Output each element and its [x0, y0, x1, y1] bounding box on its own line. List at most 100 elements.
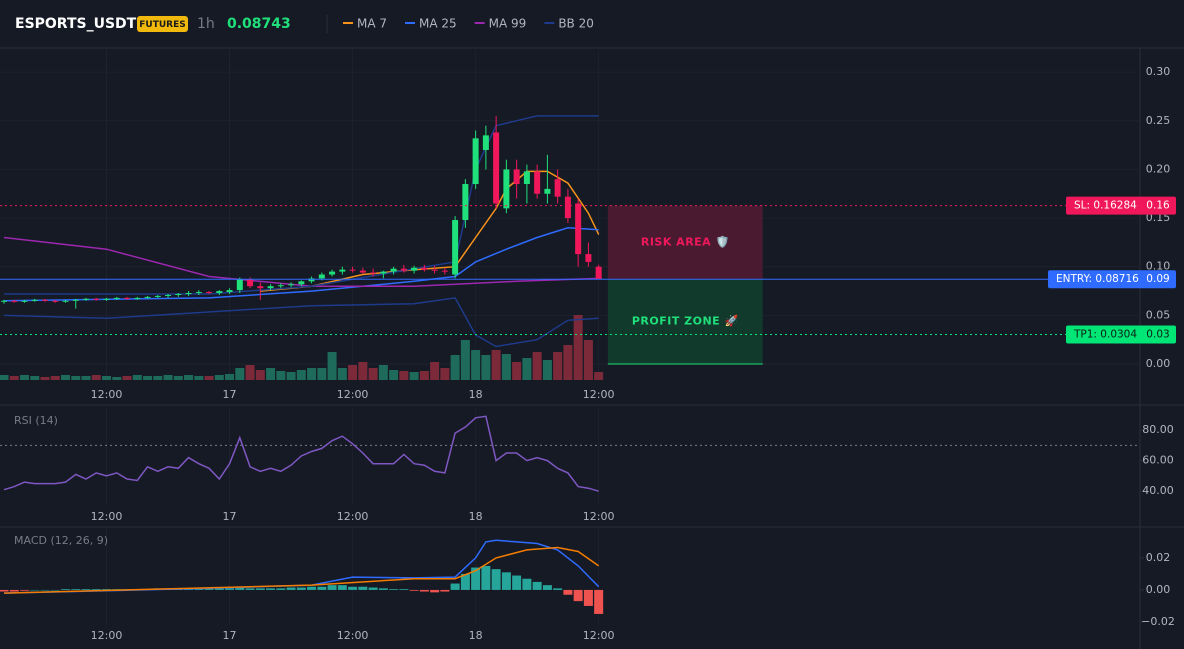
volume-bar	[460, 340, 470, 380]
volume-bar	[307, 368, 317, 380]
candle-body	[257, 286, 264, 289]
histogram-bar	[276, 588, 286, 590]
zone	[607, 279, 763, 365]
candle-body	[165, 294, 172, 296]
candle-body	[267, 286, 274, 289]
candle-body	[472, 138, 479, 185]
histogram-bar	[594, 589, 604, 614]
candle-body	[431, 269, 438, 271]
histogram-bar	[399, 589, 409, 590]
histogram-bar	[235, 586, 245, 590]
volume-bar	[583, 340, 593, 380]
candle-body	[42, 299, 49, 301]
x-tick-label: 18	[469, 388, 483, 401]
candle-body	[62, 300, 69, 302]
histogram-bar	[30, 589, 40, 591]
volume-bar	[430, 362, 440, 380]
panel-title: RSI (14)	[14, 414, 58, 427]
last-price: 0.08743	[227, 16, 291, 32]
candle-body	[595, 266, 602, 280]
histogram-bar	[327, 585, 337, 590]
indicator-line	[260, 170, 600, 292]
histogram-bar	[512, 575, 522, 590]
candle-body	[185, 293, 192, 295]
zone-label: RISK AREA 🛡️	[641, 235, 730, 248]
volume-bar	[0, 375, 9, 380]
candle-body	[144, 296, 151, 298]
volume-bar	[358, 362, 368, 380]
histogram-bar	[440, 589, 450, 592]
x-tick-label: 12:00	[337, 510, 369, 523]
x-tick-label: 12:00	[91, 510, 123, 523]
y-tick-label: 0.02	[1146, 551, 1171, 564]
candle-body	[216, 291, 223, 294]
level-text: ENTRY: 0.08716	[1056, 273, 1139, 285]
y-tick-label: 80.00	[1142, 423, 1174, 436]
volume-bar	[594, 372, 604, 380]
histogram-bar	[9, 589, 19, 592]
volume-bar	[50, 376, 60, 380]
candle-body	[154, 295, 161, 297]
y-tick-label: 0.20	[1146, 162, 1171, 175]
candle-body	[298, 281, 305, 285]
x-tick-label: 12:00	[91, 629, 123, 642]
histogram-bar	[368, 587, 378, 590]
candle-body	[534, 171, 541, 194]
x-tick-label: 17	[223, 629, 237, 642]
candle-body	[11, 300, 18, 302]
candle-body	[83, 298, 90, 300]
histogram-bar	[491, 569, 501, 590]
volume-bar	[542, 360, 552, 380]
histogram-bar	[471, 567, 481, 590]
macd-line	[3, 539, 600, 594]
volume-bar	[532, 352, 542, 380]
bb-lower	[3, 297, 599, 348]
histogram-bar	[389, 589, 399, 590]
level-text: TP1: 0.0304	[1073, 328, 1137, 340]
histogram-bar	[296, 587, 306, 590]
candle-body	[523, 171, 530, 185]
level-axis-label: 0.03	[1146, 328, 1169, 340]
candle-body	[380, 271, 387, 274]
volume-bar	[450, 355, 460, 380]
volume-bar	[296, 370, 306, 380]
candle-body	[421, 267, 428, 270]
volume-bar	[194, 376, 204, 380]
histogram-bar	[348, 586, 358, 590]
histogram-bar	[563, 589, 573, 595]
legend-label: BB 20	[558, 17, 594, 31]
volume-bar	[173, 376, 183, 380]
x-tick-label: 12:00	[337, 629, 369, 642]
level-axis-label: 0.16	[1146, 200, 1170, 212]
volume-bar	[9, 376, 19, 380]
y-tick-label: 0.00	[1146, 357, 1171, 370]
histogram-bar	[225, 588, 235, 590]
volume-bar	[481, 355, 491, 380]
candle-body	[482, 135, 489, 150]
volume-bar	[204, 376, 214, 380]
volume-bar	[81, 376, 91, 380]
x-tick-label: 17	[223, 388, 237, 401]
badge	[137, 16, 188, 32]
volume-bar	[440, 368, 450, 380]
volume-bar	[184, 375, 194, 380]
panel-title: MACD (12, 26, 9)	[14, 534, 108, 547]
candle-body	[236, 279, 243, 291]
candle-body	[226, 290, 233, 293]
candle-body	[195, 292, 202, 294]
histogram-bar	[317, 586, 327, 590]
histogram-bar	[553, 588, 563, 590]
badge-text: FUTURES	[139, 20, 185, 30]
histogram-bar	[286, 587, 296, 590]
candle-body	[544, 188, 551, 194]
candle-body	[411, 267, 418, 271]
volume-bar	[419, 371, 429, 380]
volume-bar	[61, 375, 71, 380]
y-tick-label: 40.00	[1142, 484, 1174, 497]
volume-bar	[317, 368, 327, 380]
macd-line	[3, 546, 600, 594]
legend-label: MA 99	[489, 17, 527, 31]
candle-body	[72, 299, 79, 301]
interval: 1h	[197, 16, 215, 32]
